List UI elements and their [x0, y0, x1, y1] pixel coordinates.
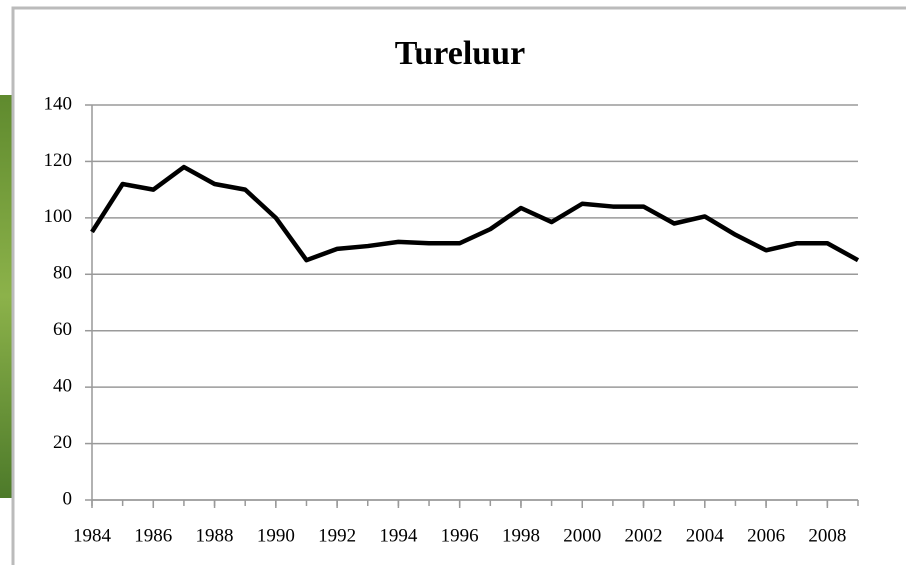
photo-edge	[0, 95, 13, 498]
y-tick-label: 120	[44, 150, 73, 171]
x-tick-label: 2008	[808, 525, 846, 546]
x-tick-label: 1990	[257, 525, 295, 546]
chart: Tureluur 0 20 40 60 80 100 120 140 1984 1986 1988 1…	[0, 0, 906, 565]
x-tick-label: 2004	[686, 525, 725, 546]
y-tick-label: 100	[44, 206, 73, 227]
y-tick-label: 20	[53, 432, 72, 453]
chart-title: Tureluur	[395, 35, 525, 72]
y-tick-label: 0	[63, 488, 73, 509]
x-tick-label: 1998	[502, 525, 540, 546]
x-tick-label: 1994	[379, 525, 418, 546]
y-tick-label: 80	[53, 263, 72, 284]
x-tick-label: 2000	[563, 525, 601, 546]
x-tick-label: 1988	[196, 525, 234, 546]
y-tick-label: 140	[44, 93, 73, 114]
x-tick-label: 2002	[625, 525, 663, 546]
x-tick-label: 1992	[318, 525, 356, 546]
x-tick-label: 1996	[441, 525, 479, 546]
y-tick-label: 60	[53, 319, 72, 340]
chart-panel	[13, 8, 906, 565]
y-tick-label: 40	[53, 376, 72, 397]
x-tick-label: 1986	[134, 525, 172, 546]
x-tick-label: 1984	[73, 525, 112, 546]
page: {"chart_data": {"type": "line", "title":…	[0, 0, 906, 565]
x-tick-label: 2006	[747, 525, 785, 546]
